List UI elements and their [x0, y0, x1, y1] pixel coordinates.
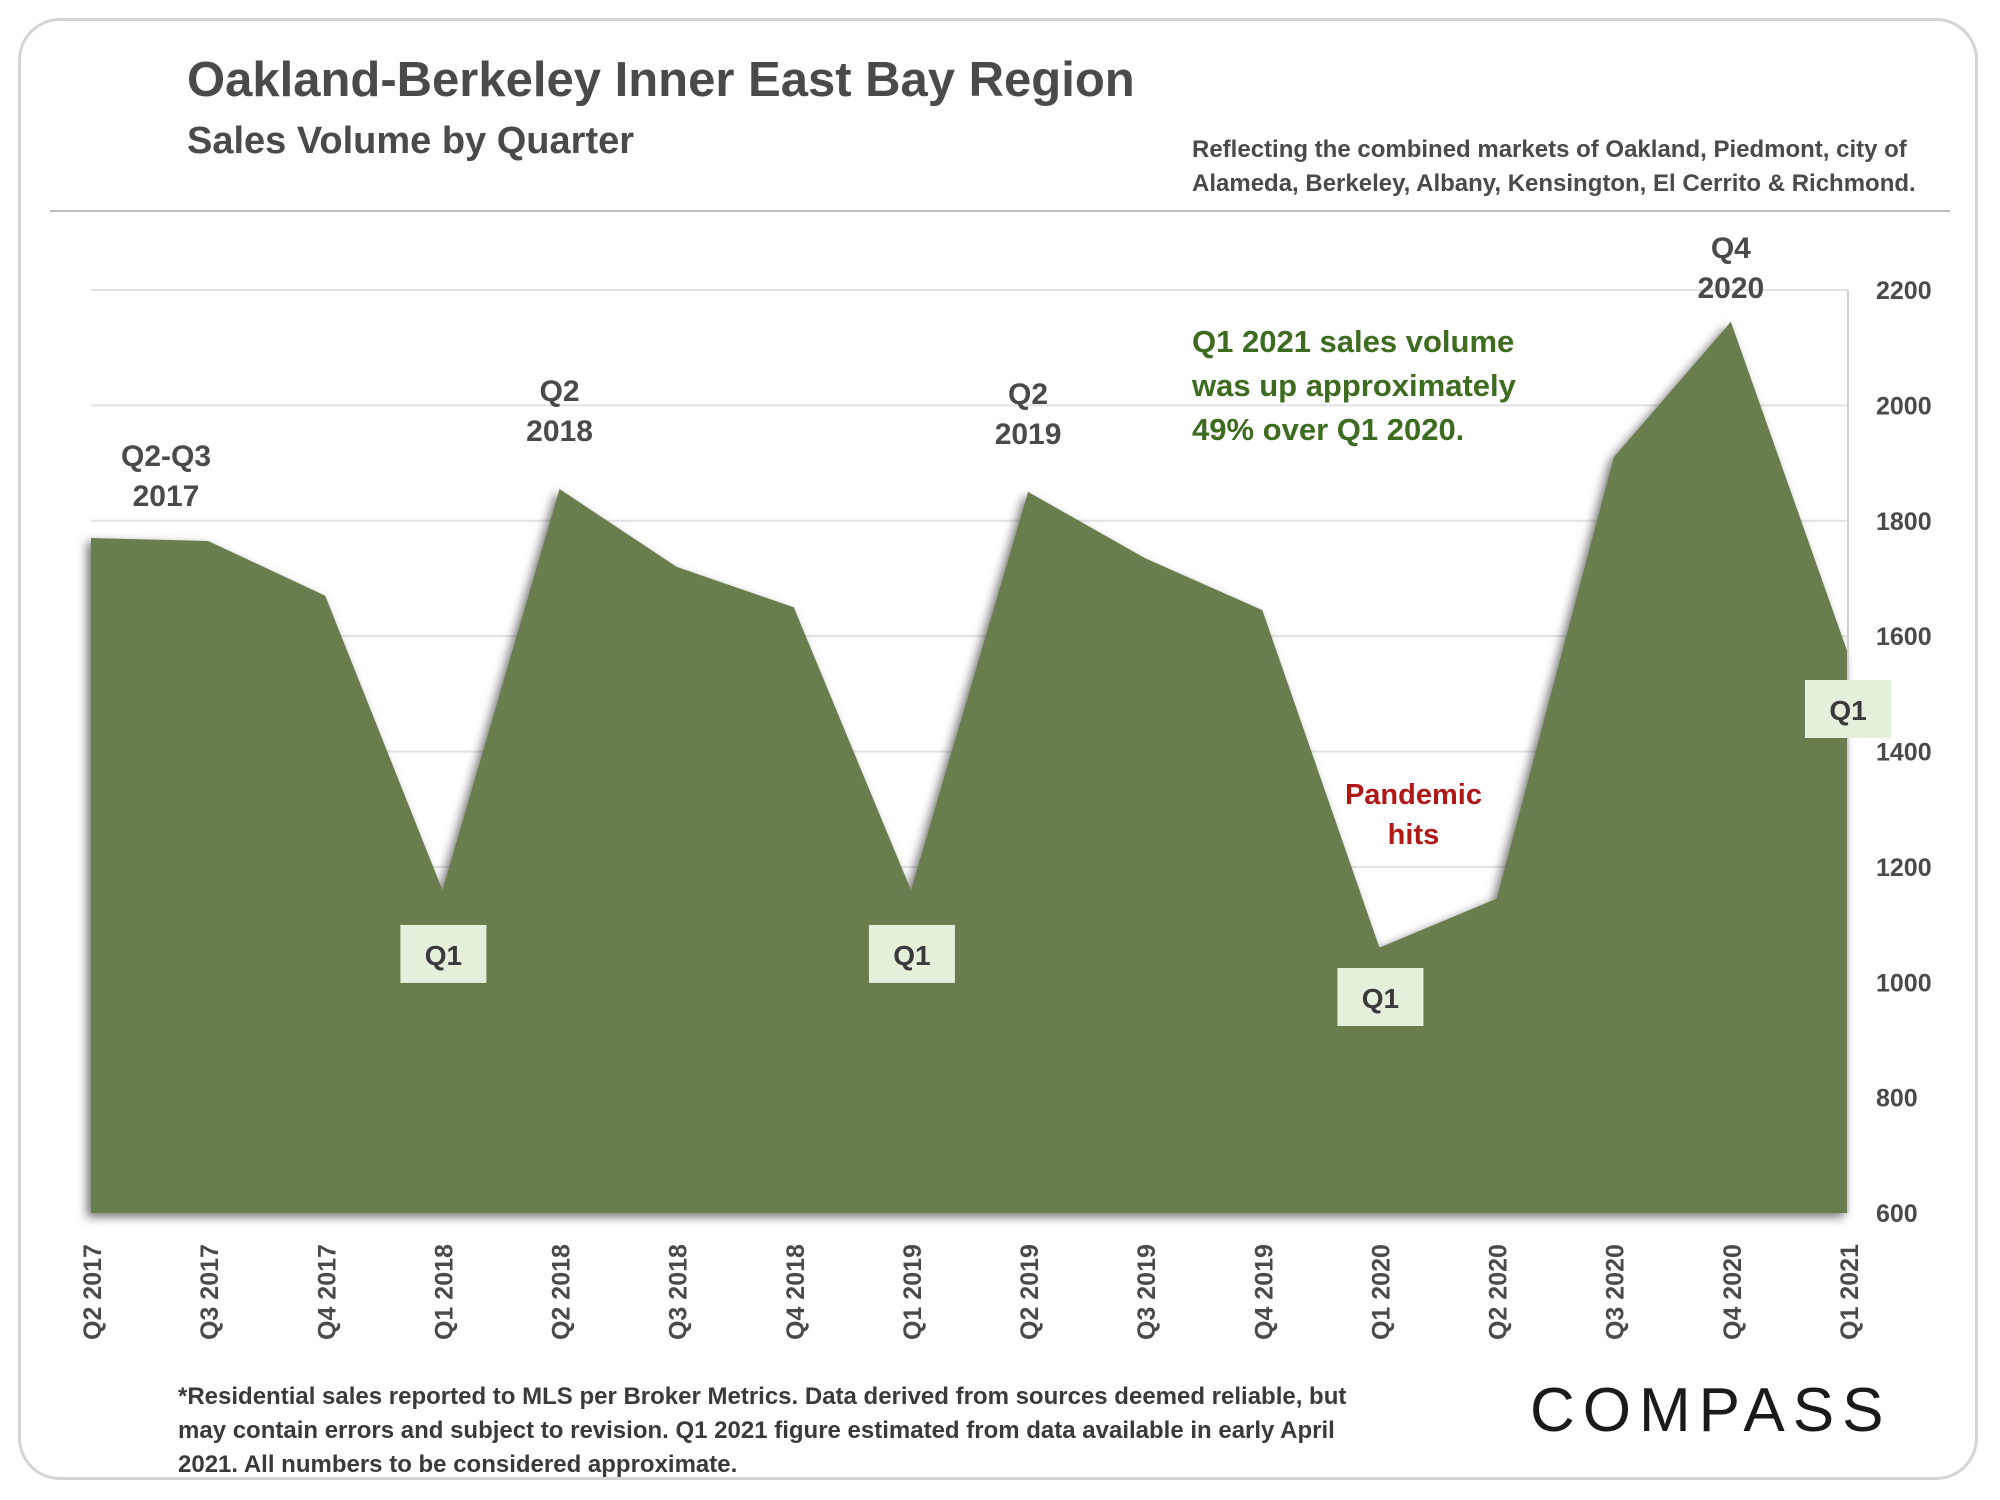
y-tick-label: 1000 — [1876, 969, 1932, 997]
x-tick-label: Q1 2018 — [430, 1244, 458, 1340]
x-tick-label: Q4 2018 — [782, 1244, 810, 1340]
y-tick-label: 800 — [1876, 1085, 1918, 1113]
y-tick-label: 1600 — [1876, 623, 1932, 651]
x-tick-label: Q4 2020 — [1719, 1244, 1747, 1340]
compass-logo: COMPASS — [1530, 1376, 1892, 1445]
chart-subtitle: Sales Volume by Quarter — [187, 120, 635, 162]
x-tick-label: Q4 2017 — [313, 1244, 341, 1340]
q1-label: Q1 — [1362, 983, 1399, 1014]
q1-label-box — [868, 924, 955, 983]
x-tick-label: Q3 2018 — [665, 1244, 693, 1340]
y-tick-label: 1800 — [1876, 508, 1932, 536]
sales-area — [91, 321, 1848, 1213]
chart-title: Oakland-Berkeley Inner East Bay Region — [187, 53, 1135, 107]
y-tick-label: 1200 — [1876, 854, 1932, 882]
x-tick-label: Q2 2017 — [79, 1244, 107, 1340]
peak-label: Q4 2020 — [1697, 232, 1764, 305]
q1-label-box — [400, 924, 487, 983]
peak-label: Q2 2018 — [526, 375, 593, 448]
q1-label-box — [1805, 680, 1891, 738]
callout-text: Q1 2021 sales volume was up approximately… — [1191, 324, 1517, 447]
y-tick-label: 2200 — [1876, 277, 1932, 305]
y-tick-label: 1400 — [1876, 739, 1932, 767]
x-tick-label: Q3 2017 — [196, 1244, 224, 1340]
x-tick-label: Q4 2019 — [1250, 1244, 1278, 1340]
x-tick-label: Q1 2019 — [899, 1244, 927, 1340]
q1-label: Q1 — [1829, 695, 1866, 726]
pandemic-annotation: Pandemic hits — [1345, 779, 1482, 851]
x-tick-label: Q2 2020 — [1485, 1244, 1513, 1340]
peak-label: Q2 2019 — [995, 378, 1062, 451]
footnote: *Residential sales reported to MLS per B… — [178, 1383, 1347, 1478]
x-tick-label: Q3 2019 — [1133, 1244, 1161, 1340]
x-tick-label: Q3 2020 — [1602, 1244, 1630, 1340]
y-tick-label: 600 — [1876, 1200, 1918, 1228]
x-tick-label: Q2 2019 — [1016, 1244, 1044, 1340]
peak-label: Q2-Q3 2017 — [121, 440, 211, 513]
x-tick-label: Q1 2021 — [1836, 1244, 1864, 1340]
q1-label: Q1 — [893, 940, 930, 971]
y-tick-label: 2000 — [1876, 392, 1932, 420]
q1-label-box — [1337, 968, 1424, 1026]
x-tick-label: Q2 2018 — [548, 1244, 576, 1340]
x-tick-label: Q1 2020 — [1367, 1244, 1395, 1340]
header-divider — [50, 210, 1950, 212]
q1-label: Q1 — [425, 940, 462, 971]
region-description: Reflecting the combined markets of Oakla… — [1192, 136, 1916, 197]
